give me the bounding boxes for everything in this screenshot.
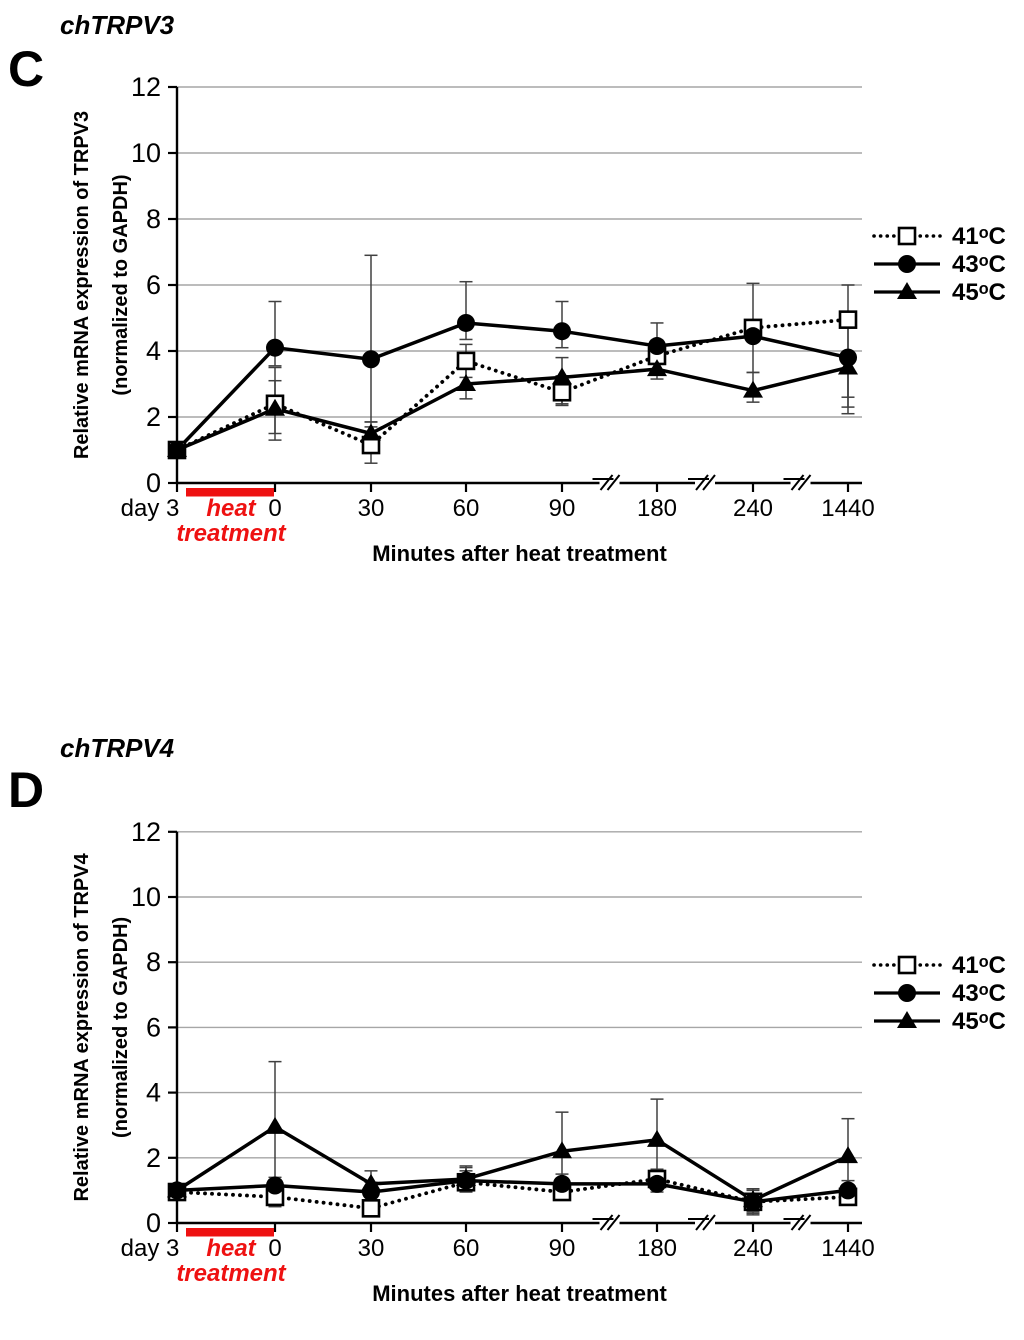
svg-text:30: 30 [358, 1235, 385, 1262]
svg-text:4: 4 [146, 336, 161, 366]
svg-text:day 3: day 3 [121, 1235, 180, 1262]
svg-text:8: 8 [146, 947, 161, 977]
open-square-icon [838, 310, 858, 329]
svg-text:2: 2 [146, 1143, 161, 1173]
svg-text:90: 90 [549, 1235, 576, 1262]
open-square-icon [897, 226, 917, 246]
filled-triangle-icon [897, 1011, 917, 1028]
open-square-icon [456, 351, 476, 371]
filled-triangle-icon [456, 1168, 476, 1186]
filled-circle-icon [648, 337, 666, 356]
filled-circle-icon [898, 984, 916, 1002]
panel-d-letter: D [8, 762, 45, 818]
heat-treatment-bar [186, 1228, 274, 1237]
svg-text:30: 30 [358, 495, 385, 522]
open-square-icon [897, 955, 917, 975]
filled-circle-icon [266, 1176, 284, 1195]
svg-text:6: 6 [146, 1012, 161, 1042]
heat-treatment-bar [186, 488, 274, 497]
svg-text:0: 0 [268, 1235, 281, 1262]
svg-text:0: 0 [146, 1208, 161, 1238]
svg-text:12: 12 [131, 72, 161, 102]
filled-triangle-icon [265, 398, 285, 416]
filled-triangle-icon [743, 380, 763, 398]
svg-text:0: 0 [268, 495, 281, 522]
svg-text:60: 60 [453, 1235, 480, 1262]
filled-triangle-icon [743, 1190, 763, 1208]
filled-circle-icon [744, 327, 762, 346]
svg-text:4: 4 [146, 1078, 161, 1108]
svg-text:Minutes after heat treatment: Minutes after heat treatment [372, 541, 667, 566]
panel-c-title: chTRPV3 [60, 10, 175, 40]
svg-text:treatment: treatment [176, 520, 286, 547]
filled-triangle-icon [838, 357, 858, 375]
filled-circle-icon [898, 255, 916, 273]
svg-text:240: 240 [733, 495, 773, 522]
svg-text:1440: 1440 [821, 1235, 874, 1262]
filled-triangle-icon [838, 1146, 858, 1164]
filled-triangle-icon [167, 440, 187, 457]
svg-text:45ᵒC: 45ᵒC [952, 279, 1006, 306]
svg-text:180: 180 [637, 1235, 677, 1262]
svg-text:240: 240 [733, 1235, 773, 1262]
filled-circle-icon [553, 1174, 571, 1193]
filled-triangle-icon [897, 282, 917, 299]
filled-circle-icon [266, 338, 284, 357]
svg-text:41ᵒC: 41ᵒC [952, 952, 1006, 979]
svg-text:Minutes after heat treatment: Minutes after heat treatment [372, 1281, 667, 1306]
svg-text:Relative mRNA expression of TR: Relative mRNA expression of TRPV4 [71, 852, 93, 1201]
filled-triangle-icon [361, 1173, 381, 1191]
svg-text:1440: 1440 [821, 495, 874, 522]
svg-text:12: 12 [131, 817, 161, 847]
svg-text:60: 60 [453, 495, 480, 522]
filled-triangle-icon [361, 423, 381, 441]
open-square-icon [552, 382, 572, 402]
svg-text:treatment: treatment [176, 1260, 286, 1287]
filled-triangle-icon [552, 367, 572, 385]
filled-triangle-icon [647, 359, 667, 377]
filled-circle-icon [362, 350, 380, 369]
svg-text:6: 6 [146, 270, 161, 300]
svg-text:10: 10 [131, 882, 161, 912]
filled-circle-icon [457, 313, 475, 332]
svg-text:180: 180 [637, 495, 677, 522]
svg-text:heat: heat [206, 495, 256, 522]
svg-text:43ᵒC: 43ᵒC [952, 980, 1006, 1007]
filled-triangle-icon [456, 374, 476, 391]
filled-triangle-icon [552, 1141, 572, 1159]
filled-triangle-icon [167, 1180, 187, 1198]
svg-text:8: 8 [146, 204, 161, 234]
svg-text:(normalized to GAPDH): (normalized to GAPDH) [110, 174, 132, 395]
panel-c-letter: C [8, 41, 45, 97]
svg-text:2: 2 [146, 402, 161, 432]
svg-text:43ᵒC: 43ᵒC [952, 251, 1006, 278]
svg-text:45ᵒC: 45ᵒC [952, 1008, 1006, 1035]
svg-text:10: 10 [131, 138, 161, 168]
filled-circle-icon [648, 1174, 666, 1193]
svg-text:Relative mRNA expression of TR: Relative mRNA expression of TRPV3 [71, 111, 93, 459]
svg-text:day 3: day 3 [121, 495, 180, 522]
filled-circle-icon [553, 322, 571, 341]
filled-triangle-icon [265, 1116, 285, 1134]
svg-text:heat: heat [206, 1235, 256, 1262]
svg-text:0: 0 [146, 468, 161, 498]
svg-text:41ᵒC: 41ᵒC [952, 223, 1006, 250]
panel-d-title: chTRPV4 [60, 733, 175, 763]
filled-circle-icon [839, 1181, 857, 1200]
open-square-icon [361, 1199, 381, 1218]
svg-text:(normalized to GAPDH): (normalized to GAPDH) [110, 917, 132, 1138]
svg-text:90: 90 [549, 495, 576, 522]
filled-triangle-icon [647, 1129, 667, 1147]
